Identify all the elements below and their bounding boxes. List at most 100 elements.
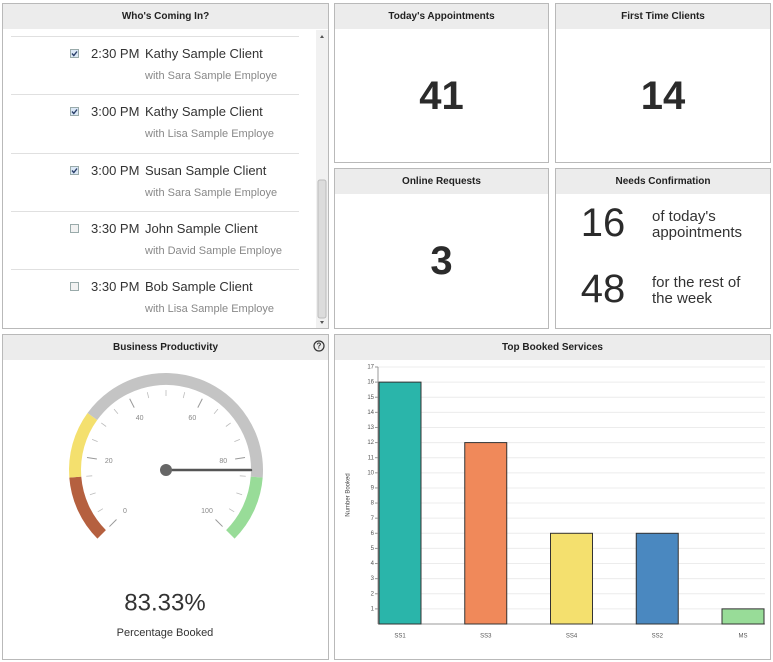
- checkbox[interactable]: [70, 223, 79, 233]
- scrollbar[interactable]: [316, 30, 328, 328]
- gauge-tick-label: 80: [219, 458, 227, 465]
- x-tick-label: MS: [739, 634, 748, 640]
- gauge-minor-tick: [234, 439, 241, 443]
- x-tick-label: SS1: [394, 634, 406, 640]
- gauge-band: [87, 373, 263, 478]
- gauge-band: [69, 476, 107, 539]
- y-tick-label: 4: [371, 561, 375, 567]
- checkbox[interactable]: [70, 165, 79, 175]
- gauge-minor-tick: [182, 392, 186, 399]
- gauge-tick-label: 40: [136, 415, 144, 422]
- panel-title: Top Booked Services: [335, 335, 770, 360]
- stat-panel: Today's Appointments 41: [334, 3, 549, 163]
- gauge-value: 83.33%: [124, 589, 205, 616]
- client-name: Bob Sample Client: [145, 279, 253, 295]
- appointment-time: 2:30 PM: [91, 46, 140, 61]
- needs-confirmation-panel: Needs Confirmation 16 of today's appoint…: [555, 168, 771, 329]
- appointment-row: 3:00 PM Susan Sample Client with Sara Samp…: [3, 152, 313, 211]
- gauge-minor-tick: [113, 408, 119, 414]
- checkmark: [71, 51, 78, 57]
- stat-panel: First Time Clients 14: [555, 3, 771, 163]
- checkmark: [71, 109, 78, 115]
- y-tick-label: 5: [371, 546, 375, 552]
- appointment-row: 3:30 PM John Sample Client with David Samp…: [3, 210, 313, 269]
- gauge-tick-label: 60: [188, 415, 196, 422]
- bar: [635, 532, 679, 625]
- gauge-tick: [235, 456, 246, 460]
- help-icon[interactable]: [313, 340, 325, 352]
- bar: [378, 381, 422, 625]
- checkbox-box: [70, 49, 79, 58]
- gauge-caption: Percentage Booked: [117, 627, 214, 639]
- gauge-minor-tick: [97, 508, 104, 513]
- x-tick-label: SS4: [566, 634, 578, 640]
- gauge-tick: [215, 519, 223, 527]
- y-tick-label: 1: [371, 606, 375, 612]
- appointment-time: 3:30 PM: [91, 220, 140, 236]
- checkbox-box: [70, 223, 79, 233]
- y-tick-label: 9: [371, 486, 375, 492]
- scroll-up[interactable]: [320, 35, 324, 38]
- stat-value: 14: [640, 74, 686, 118]
- gauge-minor-tick: [91, 439, 98, 443]
- checkbox[interactable]: [70, 282, 79, 292]
- bar: [464, 442, 508, 625]
- appointment-row: 3:00 PM Kathy Sample Client with Lisa Samp…: [3, 94, 313, 152]
- confirmation-count: 48: [580, 267, 626, 311]
- y-tick-label: 17: [367, 365, 374, 371]
- client-name: Susan Sample Client: [145, 162, 267, 178]
- panel-title: First Time Clients: [556, 4, 770, 29]
- y-tick-label: 14: [367, 410, 374, 416]
- gauge-hub: [160, 464, 172, 476]
- appointment-list: 2:30 PM Kathy Sample Client with Sara Samp…: [3, 30, 315, 328]
- y-tick-label: 8: [371, 501, 375, 507]
- scrollbar-graphic: [317, 35, 327, 324]
- panel-title: Today's Appointments: [335, 4, 548, 29]
- y-tick-label: 2: [371, 591, 375, 597]
- checkbox-box: [70, 107, 79, 117]
- gauge-minor-tick: [225, 422, 231, 427]
- checkbox-box: [70, 282, 79, 292]
- appointment-row: 2:30 PM Kathy Sample Client with Sara Samp…: [3, 36, 313, 94]
- gauge-minor-tick: [236, 492, 243, 496]
- help-icon-text[interactable]: ?: [317, 342, 322, 351]
- confirmation-label: for the rest of the week: [652, 274, 741, 307]
- gauge-tick-label: 0: [123, 508, 127, 515]
- scroll-thumb[interactable]: [317, 179, 327, 319]
- employee-name: with Sara Sample Employe: [145, 186, 278, 199]
- confirmation-label: of today's appointments: [652, 208, 743, 241]
- y-tick-label: 7: [371, 516, 375, 522]
- row-separator: [11, 94, 299, 96]
- panel-title: Online Requests: [335, 169, 548, 194]
- row-separator: [11, 210, 299, 212]
- bar: [721, 608, 765, 625]
- employee-name: with Lisa Sample Employe: [145, 303, 275, 316]
- gauge-minor-tick: [146, 392, 150, 399]
- y-axis-label: Number Booked: [346, 473, 352, 516]
- gauge-tick: [197, 398, 203, 408]
- row-separator: [11, 269, 299, 271]
- gauge-minor-tick: [228, 508, 235, 513]
- checkbox[interactable]: [70, 107, 79, 117]
- checkmark: [71, 167, 78, 174]
- employee-name: with Sara Sample Employe: [145, 70, 278, 82]
- scroll-down[interactable]: [320, 321, 324, 324]
- y-tick-label: 6: [371, 531, 375, 537]
- gauge-tick: [129, 398, 135, 408]
- y-tick-label: 11: [368, 455, 375, 461]
- client-name: John Sample Client: [145, 220, 258, 236]
- y-tick-label: 13: [367, 425, 374, 431]
- y-tick-label: 12: [367, 440, 374, 446]
- gauge-tick-label: 20: [105, 458, 113, 465]
- checkbox[interactable]: [70, 49, 79, 58]
- y-tick-label: 3: [371, 576, 375, 582]
- employee-name: with David Sample Employe: [145, 244, 282, 257]
- gauge-minor-tick: [101, 422, 107, 427]
- panel-title: Needs Confirmation: [556, 169, 770, 194]
- employee-name: with Lisa Sample Employe: [145, 128, 275, 141]
- gauge-band: [225, 476, 263, 539]
- appointment-row: 3:30 PM Bob Sample Client with Lisa Sample…: [3, 269, 313, 327]
- x-tick-label: SS2: [652, 634, 664, 640]
- y-tick-label: 16: [367, 380, 374, 386]
